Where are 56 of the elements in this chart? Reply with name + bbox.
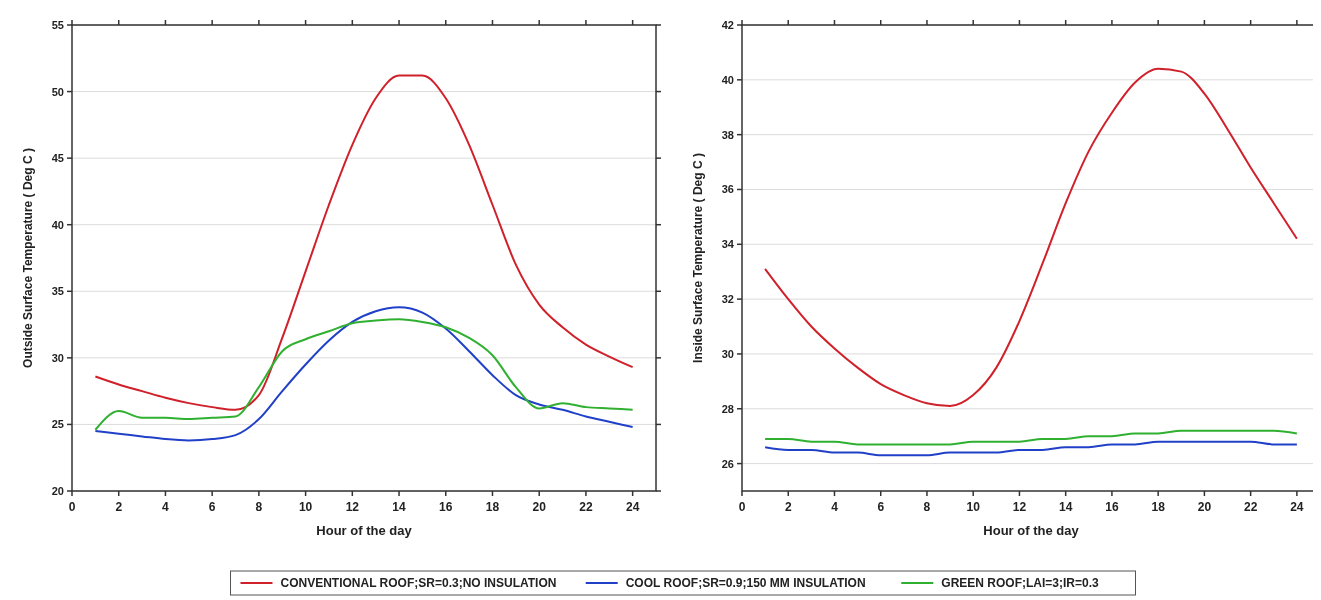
y-tick-label: 32: [721, 293, 734, 306]
x-tick-label: 10: [966, 500, 981, 514]
x-tick-label: 24: [625, 500, 640, 514]
x-tick-label: 14: [392, 500, 407, 514]
y-tick-label: 40: [51, 218, 64, 231]
x-tick-label: 6: [208, 500, 216, 514]
legend-label: COOL ROOF;SR=0.9;150 MM INSULATION: [625, 576, 866, 590]
x-tick-label: 20: [1197, 500, 1212, 514]
y-tick-label: 40: [721, 73, 734, 86]
y-tick-label: 50: [51, 85, 64, 98]
legend-label: GREEN ROOF;LAI=3;IR=0.3: [941, 576, 1099, 590]
x-axis-title: Hour of the day: [983, 523, 1080, 538]
line-series: [94, 318, 634, 431]
y-axis-title: Inside Surface Temperature ( Deg C ): [691, 153, 705, 363]
x-tick-label: 12: [1012, 500, 1027, 514]
x-axis-title: Hour of the day: [316, 523, 413, 538]
y-tick-label: 25: [51, 418, 64, 431]
y-tick-label: 26: [721, 457, 734, 470]
y-tick-label: 45: [51, 152, 64, 165]
y-tick-label: 35: [51, 285, 64, 298]
line-series: [94, 306, 634, 442]
x-tick-label: 12: [345, 500, 360, 514]
y-tick-label: 36: [721, 183, 734, 196]
x-tick-label: 8: [923, 500, 931, 514]
y-tick-label: 30: [51, 351, 64, 364]
x-tick-label: 18: [1151, 500, 1166, 514]
line-series: [764, 440, 1298, 457]
line-series: [764, 429, 1298, 446]
x-tick-label: 6: [877, 500, 885, 514]
x-tick-label: 2: [784, 500, 792, 514]
line-series: [764, 67, 1298, 408]
x-tick-label: 16: [439, 500, 453, 514]
x-tick-label: 0: [68, 500, 76, 514]
x-tick-label: 0: [738, 500, 746, 514]
x-tick-label: 4: [162, 500, 170, 514]
x-tick-label: 24: [1290, 500, 1304, 514]
x-tick-label: 18: [485, 500, 500, 514]
y-axis-title: Outside Surface Temperature ( Deg C ): [21, 148, 35, 368]
y-tick-label: 30: [721, 347, 734, 360]
y-tick-label: 55: [51, 19, 64, 31]
x-tick-label: 4: [831, 500, 839, 514]
y-tick-label: 38: [721, 128, 734, 141]
y-tick-label: 28: [721, 402, 734, 415]
x-tick-label: 8: [255, 500, 263, 514]
y-tick-label: 20: [51, 485, 64, 497]
line-series: [94, 74, 634, 411]
x-tick-label: 22: [1243, 500, 1258, 514]
y-tick-label: 42: [721, 19, 734, 31]
x-tick-label: 20: [532, 500, 547, 514]
legend-label: CONVENTIONAL ROOF;SR=0.3;NO INSULATION: [280, 576, 557, 590]
x-tick-label: 14: [1059, 500, 1073, 514]
x-tick-label: 2: [115, 500, 123, 514]
x-tick-label: 22: [579, 500, 593, 514]
x-tick-label: 10: [298, 500, 313, 514]
x-tick-label: 16: [1105, 500, 1119, 514]
y-tick-label: 34: [721, 238, 735, 251]
